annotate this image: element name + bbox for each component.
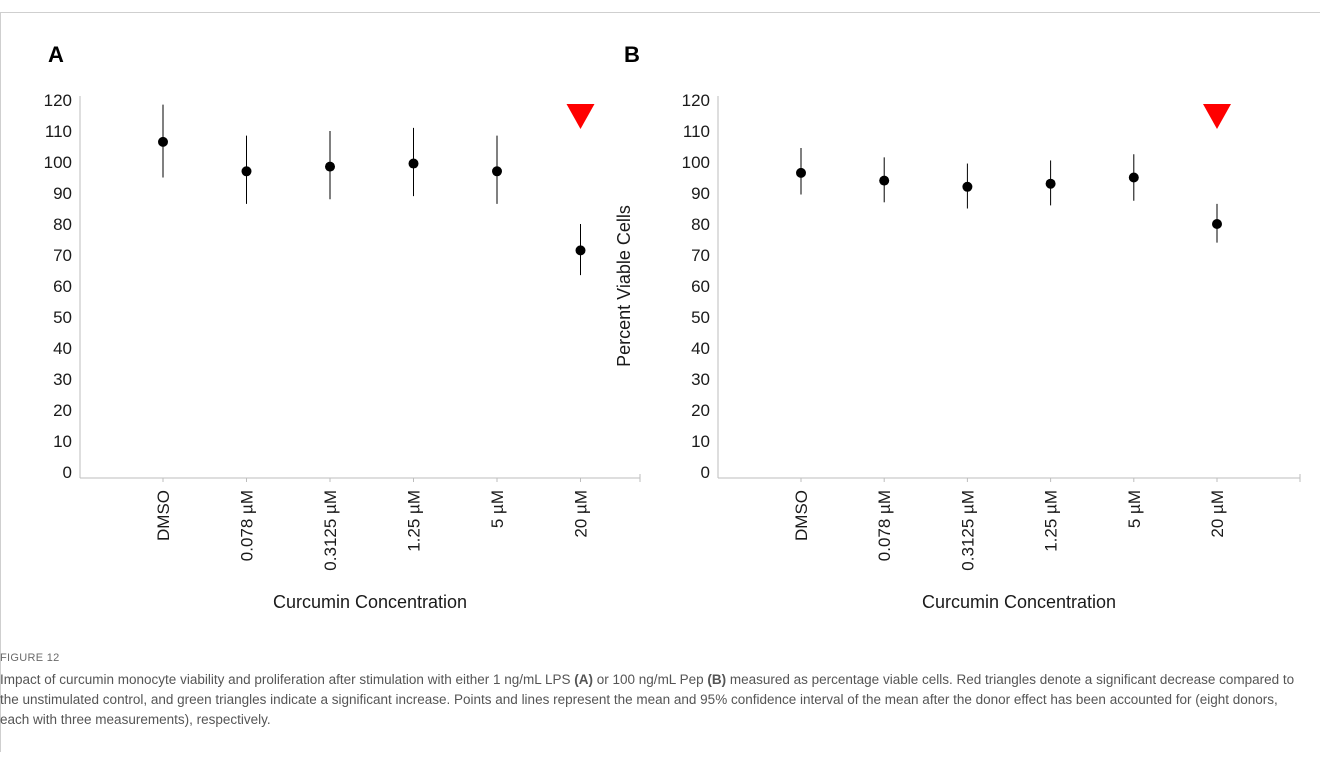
- y-tick-label: 90: [691, 184, 710, 203]
- x-axis-title: Curcumin Concentration: [273, 592, 467, 612]
- panel-label-b: B: [624, 42, 640, 67]
- y-tick-label: 100: [44, 153, 72, 172]
- y-tick-label: 90: [53, 184, 72, 203]
- y-tick-label: 0: [701, 463, 710, 482]
- mean-point: [1045, 178, 1056, 189]
- figure-border-left: [0, 12, 1, 752]
- x-tick-label: 20 µM: [1208, 490, 1227, 538]
- y-tick-label: 0: [63, 463, 72, 482]
- mean-point: [879, 175, 890, 186]
- y-tick-label: 80: [691, 215, 710, 234]
- x-tick-label: 5 µM: [1125, 490, 1144, 528]
- y-tick-label: 10: [691, 432, 710, 451]
- mean-point: [158, 136, 168, 147]
- y-tick-label: 30: [691, 370, 710, 389]
- caption-seg2: or 100 ng/mL Pep: [593, 672, 708, 687]
- caption-seg1: Impact of curcumin monocyte viability an…: [0, 672, 575, 687]
- y-tick-label: 20: [53, 401, 72, 420]
- y-tick-label: 100: [682, 153, 710, 172]
- caption-ref-b: (B): [707, 672, 727, 687]
- y-tick-label: 10: [53, 432, 72, 451]
- mean-point: [575, 245, 586, 256]
- mean-point: [1212, 219, 1222, 229]
- y-tick-label: 50: [691, 308, 710, 327]
- x-tick-label: 1.25 µM: [1042, 490, 1061, 552]
- x-tick-label: DMSO: [154, 490, 173, 541]
- y-tick-label: 40: [691, 339, 710, 358]
- caption-seg3: measured as percentage viable cells. Red…: [0, 672, 1295, 727]
- mean-point: [241, 166, 252, 177]
- y-tick-label: 80: [53, 215, 72, 234]
- y-axis-title: Percent Viable Cells: [614, 205, 634, 367]
- x-tick-label: 5 µM: [488, 490, 507, 528]
- x-axis-title: Curcumin Concentration: [922, 592, 1116, 612]
- y-tick-label: 110: [683, 122, 710, 141]
- figure-caption: FIGURE 12 Impact of curcumin monocyte vi…: [0, 652, 1300, 730]
- x-tick-label: 20 µM: [572, 490, 591, 538]
- mean-point: [796, 167, 806, 178]
- y-tick-label: 70: [53, 246, 72, 265]
- mean-point: [325, 161, 335, 172]
- y-tick-label: 120: [44, 91, 72, 110]
- y-tick-label: 60: [691, 277, 710, 296]
- x-tick-label: 0.3125 µM: [958, 490, 977, 571]
- mean-point: [492, 166, 502, 177]
- x-tick-label: DMSO: [792, 490, 811, 541]
- mean-point: [962, 181, 973, 192]
- mean-point: [408, 158, 419, 169]
- figure-label: FIGURE 12: [0, 652, 60, 664]
- x-tick-label: 0.3125 µM: [321, 490, 340, 571]
- figure-border-top: [0, 12, 1320, 13]
- x-tick-label: 0.078 µM: [875, 490, 894, 561]
- y-tick-label: 50: [53, 308, 72, 327]
- significance-decrease-triangle: [1203, 104, 1231, 129]
- y-tick-label: 40: [53, 339, 72, 358]
- x-tick-label: 1.25 µM: [405, 490, 424, 552]
- y-tick-label: 30: [53, 370, 72, 389]
- y-tick-label: 20: [691, 401, 710, 420]
- panel-a: A 0 10 20 30 40 50 60 70 80 90 100 110 120 DMSO 0.078 µ…: [44, 42, 641, 612]
- significance-decrease-triangle: [566, 104, 595, 129]
- y-tick-label: 60: [53, 277, 72, 296]
- x-tick-label: 0.078 µM: [238, 490, 257, 561]
- panel-b: B 0 10 20 30 40 50 60 70 80 90 100 110 120 DMSO 0.078 µ…: [614, 42, 1301, 612]
- panel-label-a: A: [48, 42, 64, 67]
- y-tick-label: 70: [691, 246, 710, 265]
- y-tick-label: 110: [45, 122, 72, 141]
- y-tick-label: 120: [682, 91, 710, 110]
- caption-ref-a: (A): [574, 672, 594, 687]
- mean-point: [1128, 172, 1139, 183]
- caption-text: Impact of curcumin monocyte viability an…: [0, 670, 1300, 730]
